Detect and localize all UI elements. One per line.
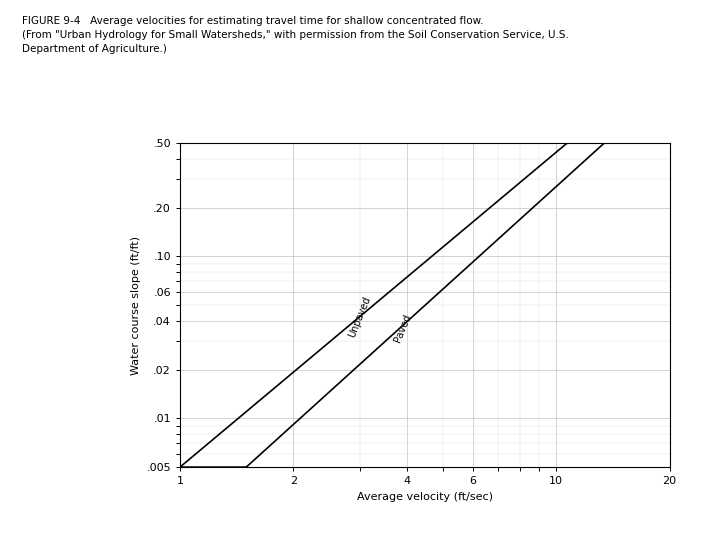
Text: ALWAYS LEARNING: ALWAYS LEARNING bbox=[14, 508, 139, 521]
X-axis label: Average velocity (ft/sec): Average velocity (ft/sec) bbox=[357, 492, 492, 502]
Text: Paved: Paved bbox=[392, 313, 413, 344]
Text: Unpaved: Unpaved bbox=[347, 295, 372, 340]
Text: FIGURE 9-4   Average velocities for estimating travel time for shallow concentra: FIGURE 9-4 Average velocities for estima… bbox=[22, 16, 569, 54]
Text: Basic Environmental Technology, Sixth Edition
Jerry A. Nathanson | Richard A. Sc: Basic Environmental Technology, Sixth Ed… bbox=[216, 504, 426, 525]
Y-axis label: Water course slope (ft/ft): Water course slope (ft/ft) bbox=[131, 235, 141, 375]
Text: Copyright © 2015 by Pearson Education, Inc.
All Rights Reserved: Copyright © 2015 by Pearson Education, I… bbox=[518, 504, 720, 525]
